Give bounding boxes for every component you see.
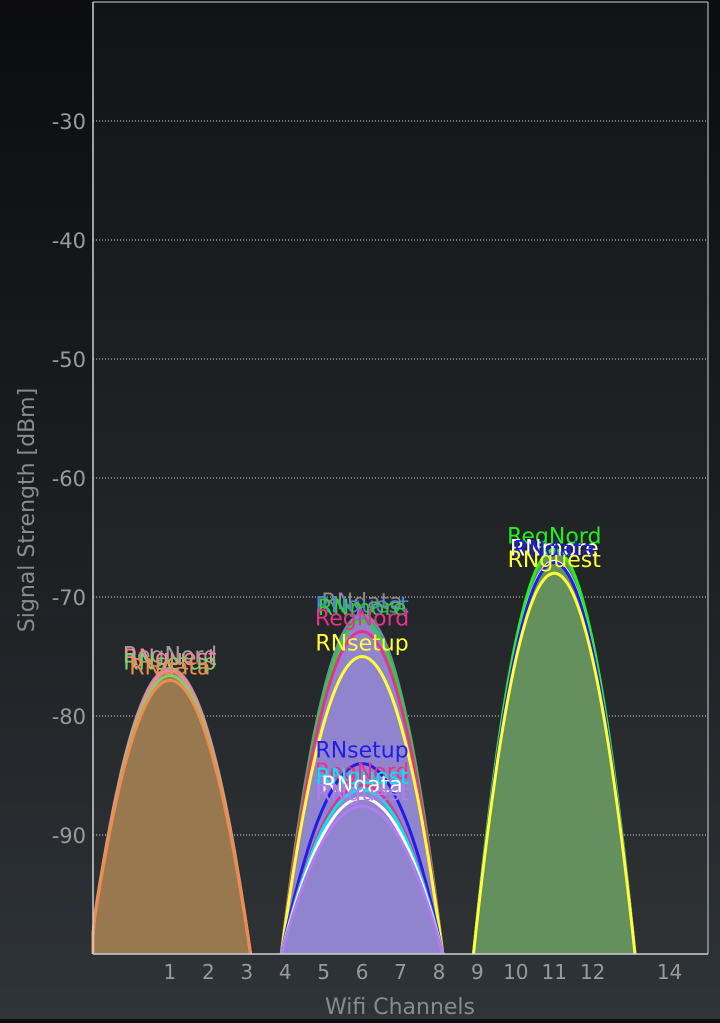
network-label: RNsetup	[315, 739, 408, 764]
y-tick-labels: -30 -40 -50 -60 -70 -80 -90	[52, 110, 86, 848]
x-tick-label: 4	[279, 960, 292, 984]
y-tick-label: -90	[52, 824, 86, 848]
x-tick-labels: 1 2 3 4 5 6 7 8 9 10 11 12 14	[164, 960, 683, 984]
network-label: RNguest	[123, 646, 217, 671]
channel-11-fill	[473, 549, 635, 954]
x-tick-label: 7	[394, 960, 407, 984]
network-label: RegNord	[123, 643, 217, 668]
network-label: RNmore	[510, 536, 599, 561]
network-label: RNguest	[508, 548, 602, 573]
y-tick-label: -50	[52, 348, 86, 372]
network-label: RNguest	[315, 593, 409, 618]
network-label: RegNord	[507, 524, 601, 549]
network-labels: RegNordRNguestRNsetupRNdataRNdataRNguest…	[123, 524, 602, 806]
network-label: RNsetup	[315, 632, 408, 657]
signal-curves	[91, 547, 637, 955]
signal-curve-rnguest-ch11	[472, 571, 637, 955]
y-axis-title: Signal Strength [dBm]	[15, 388, 40, 632]
x-tick-label: 5	[317, 960, 330, 984]
network-label: RNdata	[321, 590, 402, 615]
x-tick-label: 10	[503, 960, 528, 984]
x-tick-label: 8	[433, 960, 446, 984]
network-label: RNguest	[315, 781, 409, 806]
x-tick-label: 6	[356, 960, 369, 984]
signal-curve-rnsetup-ch6	[279, 762, 445, 955]
x-tick-label: 3	[240, 960, 253, 984]
x-tick-label: 14	[657, 960, 682, 984]
network-label: RegNord	[315, 760, 409, 785]
network-label: RNmore	[318, 596, 407, 621]
y-tick-label: -40	[52, 229, 86, 253]
x-axis-title: Wifi Channels	[325, 995, 475, 1019]
x-tick-label: 12	[580, 960, 605, 984]
y-tick-label: -70	[52, 586, 86, 610]
axes	[92, 1, 709, 955]
network-label: RegNord	[315, 607, 409, 632]
y-tick-label: -80	[52, 705, 86, 729]
network-label: RNdata	[514, 537, 595, 562]
signal-curve-rndata-ch1	[91, 678, 253, 955]
network-label: RNdata	[321, 773, 402, 798]
signal-curve-regnord-ch6	[279, 629, 445, 955]
network-label: RNdata	[129, 655, 210, 680]
x-tick-label: 2	[202, 960, 215, 984]
y-tick-label: -30	[52, 110, 86, 134]
network-label: RNsetup	[123, 651, 216, 676]
x-tick-label: 9	[471, 960, 484, 984]
signal-curve-rndata-ch6	[279, 796, 445, 955]
signal-curve-rnsetup-ch6	[279, 654, 445, 955]
x-tick-label: 1	[164, 960, 177, 984]
network-label: RNguest	[315, 765, 409, 790]
x-tick-label: 11	[542, 960, 567, 984]
signal-curve-rnguest-ch6	[279, 788, 445, 955]
signal-curve-rnguest-ch6	[279, 804, 445, 955]
y-tick-label: -60	[52, 467, 86, 491]
